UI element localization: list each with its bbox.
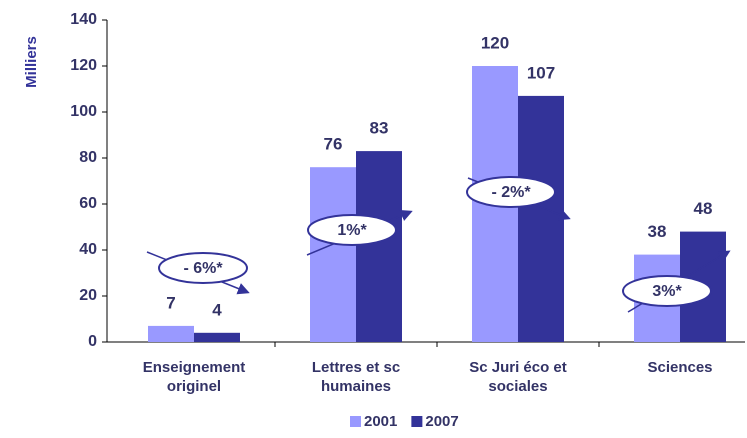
annotation: 1%*	[337, 222, 367, 239]
annotation: 3%*	[652, 283, 682, 300]
annotation-oval	[307, 214, 397, 246]
y-tick-label: 80	[79, 149, 97, 166]
value-label: 83	[370, 119, 389, 138]
y-tick-label: 40	[79, 241, 97, 258]
value-label: 76	[324, 135, 343, 154]
value-label: 38	[648, 222, 667, 241]
annotation-oval	[466, 176, 556, 208]
value-label: 120	[481, 33, 509, 52]
y-tick-label: 20	[79, 287, 97, 304]
bar	[518, 95, 564, 343]
bar	[310, 167, 356, 342]
y-tick-label: 120	[70, 57, 97, 74]
value-label: 4	[212, 300, 222, 319]
y-tick-label: 0	[88, 333, 97, 350]
legend-swatch	[411, 416, 423, 427]
y-tick-label: 60	[79, 195, 97, 212]
y-tick-label: 140	[70, 11, 97, 28]
annotation-oval	[622, 275, 712, 307]
x-tick-label: Lettres et sc humaines	[311, 359, 401, 395]
x-tick-label: Sc Juri éco et sociales	[469, 359, 567, 395]
y-axis-label: Milliers	[23, 36, 40, 88]
bar	[148, 325, 194, 342]
bar	[194, 332, 240, 342]
y-tick-label: 100	[70, 103, 97, 120]
x-tick-label: Enseignement originel	[142, 359, 246, 395]
x-tick-label: Sciences	[647, 359, 713, 376]
annotation: - 6%*	[183, 260, 223, 277]
value-label: 48	[694, 199, 713, 218]
value-label: 107	[527, 63, 555, 82]
legend-label: 2001	[364, 413, 397, 430]
legend-label: 2007	[425, 413, 458, 430]
legend-swatch	[350, 416, 361, 427]
annotation-oval	[158, 252, 248, 284]
bar	[356, 151, 402, 342]
value-label: 7	[166, 293, 175, 312]
annotation: - 2%*	[491, 184, 531, 201]
